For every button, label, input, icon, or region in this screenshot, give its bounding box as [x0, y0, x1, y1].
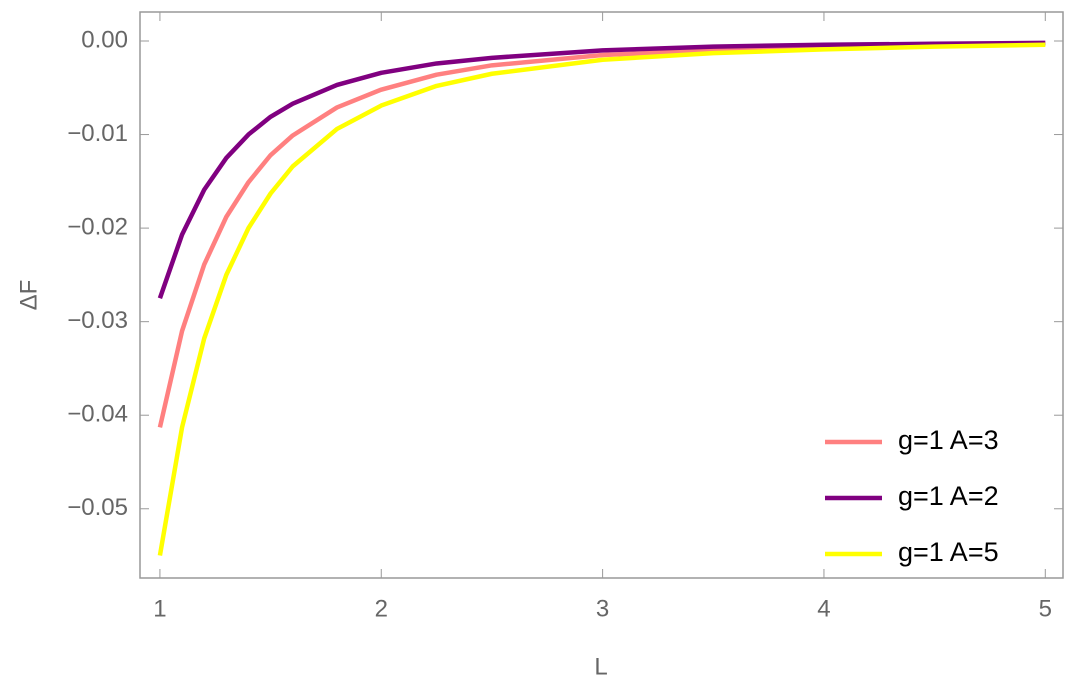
legend-label: g=1 A=2	[898, 481, 999, 511]
x-tick-label: 4	[817, 595, 830, 622]
line-series	[157, 41, 1046, 428]
x-axis-label: L	[594, 653, 607, 680]
y-tick-label: −0.02	[67, 213, 128, 240]
y-tick-label: −0.03	[67, 307, 128, 334]
x-tick-label: 1	[153, 595, 166, 622]
line-series	[157, 42, 1046, 556]
y-tick-label: −0.01	[67, 120, 128, 147]
legend-label: g=1 A=5	[898, 537, 999, 567]
x-tick-label: 5	[1039, 595, 1052, 622]
x-tick-label: 3	[596, 595, 609, 622]
plot-frame	[139, 11, 1064, 579]
y-tick-label: −0.05	[67, 494, 128, 521]
line-series	[157, 40, 1046, 300]
y-axis-label: ΔF	[15, 280, 42, 311]
x-tick-label: 2	[375, 595, 388, 622]
y-tick-label: 0.00	[81, 26, 128, 53]
legend-label: g=1 A=3	[898, 425, 999, 455]
y-tick-label: −0.04	[67, 401, 128, 428]
